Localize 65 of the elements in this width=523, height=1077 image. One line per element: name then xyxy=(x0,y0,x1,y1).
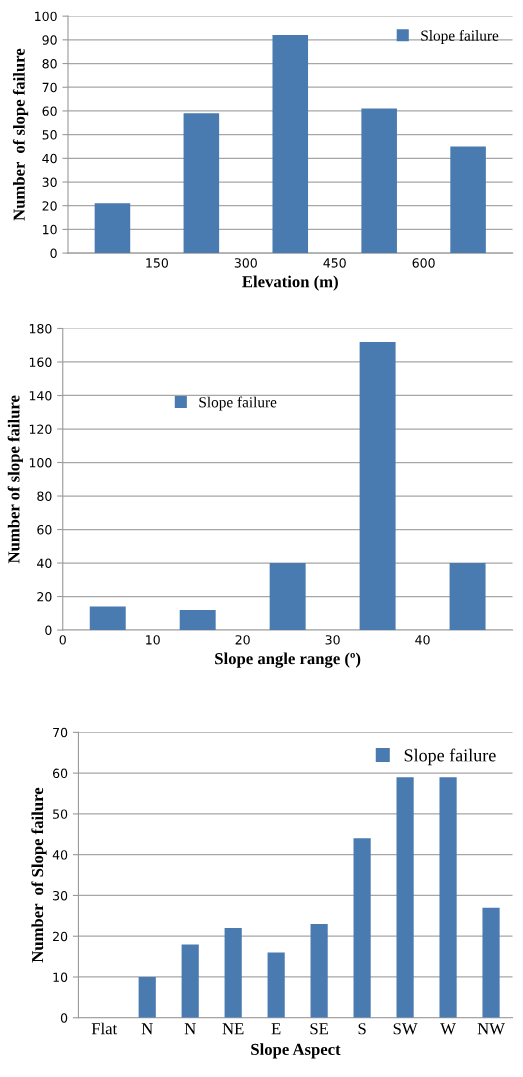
bar xyxy=(181,944,199,1018)
bar xyxy=(310,923,328,1018)
x-tick-label: 600 xyxy=(412,258,435,268)
legend-label: Slope failure xyxy=(199,396,277,411)
x-tick-label: 10 xyxy=(146,635,160,645)
bar xyxy=(267,952,285,1018)
y-tick-label: 60 xyxy=(53,768,68,779)
y-tick-label: 20 xyxy=(53,931,68,942)
x-tick-label: 30 xyxy=(325,635,340,645)
x-tick-label: SE xyxy=(310,1023,329,1035)
x-tick-label: 300 xyxy=(234,258,257,268)
x-tick-label: N xyxy=(141,1023,153,1035)
y-tick-label: 40 xyxy=(52,850,68,860)
x-tick-label: SW xyxy=(393,1023,418,1035)
x-tick-label: 40 xyxy=(415,635,430,645)
bar xyxy=(138,976,156,1018)
y-tick-label: 80 xyxy=(42,59,57,69)
y-tick-label: 60 xyxy=(42,106,57,116)
bar xyxy=(224,928,242,1018)
x-tick-label: E xyxy=(271,1023,281,1035)
bar xyxy=(353,838,371,1018)
y-tick-label: 160 xyxy=(29,357,52,367)
x-tick-label: NW xyxy=(477,1023,505,1035)
y-tick-label: 30 xyxy=(42,177,57,187)
x-axis-title: Slope Aspect xyxy=(251,1043,341,1059)
y-tick-label: 140 xyxy=(29,390,52,401)
y-tick-label: 70 xyxy=(53,727,68,738)
y-tick-label: 180 xyxy=(29,323,52,334)
y-tick-label: 40 xyxy=(42,153,57,164)
x-tick-label: N xyxy=(184,1023,196,1035)
y-tick-label: 90 xyxy=(42,35,57,45)
y-tick-label: 20 xyxy=(37,592,52,602)
y-tick-label: 40 xyxy=(37,558,52,568)
y-axis-title: Number of Slope failure xyxy=(31,787,47,963)
y-tick-label: 50 xyxy=(42,130,57,140)
x-tick-label: 20 xyxy=(235,635,250,645)
y-tick-label: 70 xyxy=(42,82,57,93)
y-tick-label: 30 xyxy=(53,890,68,901)
y-tick-label: 0 xyxy=(45,625,52,635)
y-axis-title: Number of slope failure xyxy=(7,395,23,564)
y-tick-label: 100 xyxy=(35,11,57,22)
x-axis-title: Slope angle range (º) xyxy=(215,652,361,668)
y-tick-label: 100 xyxy=(29,457,52,468)
y-tick-label: 20 xyxy=(42,201,57,211)
x-tick-label: Flat xyxy=(91,1022,118,1035)
bar xyxy=(482,907,500,1018)
bar xyxy=(396,777,414,1018)
x-tick-label: 450 xyxy=(323,258,346,268)
y-tick-label: 10 xyxy=(43,224,57,235)
legend-label: Slope failure xyxy=(404,748,496,766)
y-tick-label: 120 xyxy=(29,424,52,434)
x-tick-label: 150 xyxy=(146,258,168,268)
y-tick-label: 50 xyxy=(53,809,68,819)
bar xyxy=(439,777,457,1018)
y-tick-label: 10 xyxy=(53,972,68,982)
y-tick-label: 80 xyxy=(37,491,52,501)
x-tick-label: S xyxy=(358,1023,366,1035)
y-axis-title: Number of slope failure xyxy=(12,48,29,221)
y-tick-label: 0 xyxy=(50,248,57,259)
y-tick-label: 60 xyxy=(37,525,52,535)
x-tick-label: W xyxy=(440,1023,456,1035)
legend-label: Slope failure xyxy=(421,29,499,44)
x-tick-label: NE xyxy=(222,1023,244,1035)
x-axis-title: Elevation (m) xyxy=(242,275,338,291)
y-tick-label: 0 xyxy=(60,1013,68,1023)
